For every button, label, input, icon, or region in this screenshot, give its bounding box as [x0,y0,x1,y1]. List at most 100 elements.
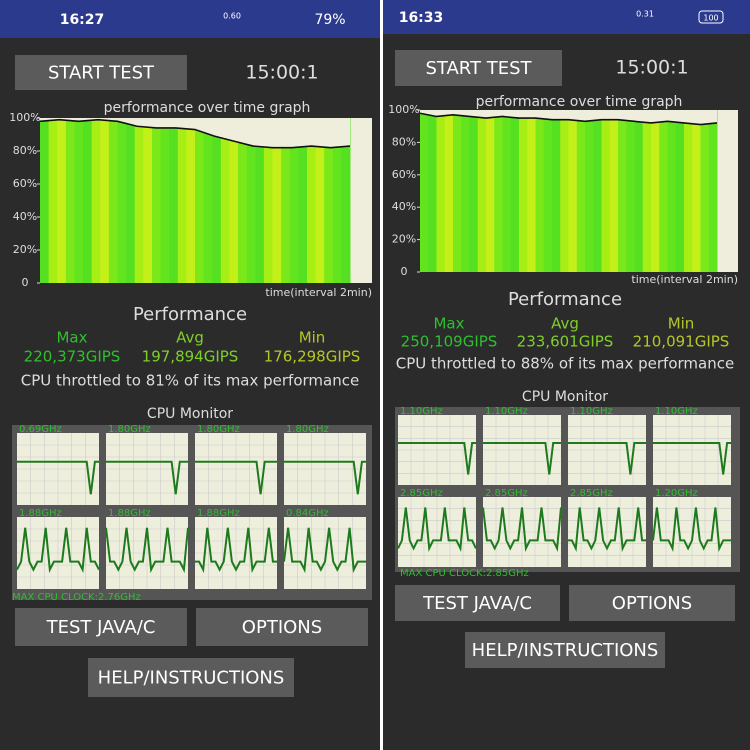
graph-stripe [298,118,308,283]
battery: 100 [703,14,718,23]
stat-value: 250,109GIPS [401,333,498,351]
stat-label: Min [668,315,695,333]
start-button[interactable] [15,55,187,90]
graph-stripe [126,118,136,283]
cpu-trace [105,527,189,574]
graph-stripe [461,110,470,272]
status-time: 16:27 [60,12,105,28]
cpu-trace [16,527,100,574]
start-button-label: START TEST [425,58,532,79]
button[interactable] [88,658,294,697]
graph-stripe [151,118,162,283]
graph-stripe [642,110,652,272]
y-tick-label: 0 [401,265,408,278]
cpu-trace [652,507,731,553]
graph-stripe [469,110,479,272]
battery: 79% [314,12,345,28]
cpu-frequency: 1.10GHz [400,406,443,417]
y-tick-label: 40% [392,200,416,213]
stat-value: 210,091GIPS [633,333,730,351]
graph-stripe [169,118,179,283]
graph-stripe [220,118,230,283]
graph-stripe [65,118,75,283]
graph-stripe [667,110,677,272]
graph-stripe [634,110,644,272]
graph-stripe [40,118,50,283]
graph-stripe [74,118,84,283]
cpu-frequency: 1.80GHz [108,424,151,435]
cpu-frequency: 0.69GHz [19,424,62,435]
button-label: TEST JAVA/C [46,617,156,638]
graph-stripe [108,118,118,283]
start-button[interactable] [395,50,562,86]
cpu-trace [106,460,188,495]
graph-stripe [255,118,265,283]
graph-stripe [134,118,144,283]
max-cpu-clock: MAX CPU CLOCK:2.76GHz [12,592,141,603]
graph-stripe [229,118,239,283]
stat-value: 176,298GIPS [264,348,361,366]
graph-stripe [428,110,437,272]
y-tick-label: 40% [13,210,37,223]
graph-title: performance over time graph [104,100,311,116]
button[interactable] [196,608,368,646]
button[interactable] [15,608,187,646]
graph-stripe [212,118,222,283]
net-speed: 0.31 [636,10,654,19]
cpu-frequency: 1.10GHz [485,406,528,417]
graph-stripe [315,118,325,283]
graph-stripe [684,110,693,272]
graph-stripe [560,110,569,272]
graph-stripe [543,110,553,272]
y-tick-label: 60% [13,177,37,190]
graph-stripe [238,118,248,283]
graph-stripe [552,110,561,272]
performance-title: Performance [508,289,622,310]
y-tick-label: 100% [388,103,419,116]
stat-value: 197,894GIPS [142,348,239,366]
graph-above-line [420,110,717,125]
stat-label: Avg [551,315,579,333]
graph-stripe [195,118,205,283]
graph-stripe [91,118,101,283]
cpu-trace [283,527,366,574]
graph-stripe [576,110,586,272]
graph-stripe [494,110,503,272]
cpu-monitor-title: CPU Monitor [147,406,233,422]
graph-stripe [593,110,602,272]
button[interactable] [569,585,735,621]
stat-label: Max [433,315,464,333]
graph-stripe [281,118,291,283]
graph-stripe [519,110,528,272]
stat-label: Min [299,329,326,347]
graph-above-line [40,118,350,148]
start-button-label: START TEST [48,63,155,84]
graph-stripe [453,110,462,272]
status-time: 16:33 [399,10,444,26]
graph-title: performance over time graph [476,94,683,110]
stat-label: Avg [176,329,204,347]
button[interactable] [395,585,560,621]
graph-stripe [83,118,93,283]
graph-stripe [117,118,127,283]
stat-value: 220,373GIPS [24,348,121,366]
button[interactable] [465,632,665,668]
cpu-monitor-title: CPU Monitor [522,389,608,405]
cpu-trace [398,442,476,475]
graph-stripe [618,110,627,272]
graph-stripe [143,118,153,283]
x-axis-label: time(interval 2min) [265,286,372,299]
graph-stripe [289,118,299,283]
graph-stripe [272,118,282,283]
status-bar [383,0,750,34]
cpu-trace [568,442,646,475]
graph-stripe [692,110,701,272]
cpu-frequency: 2.85GHz [485,488,528,499]
cpu-frequency: 1.80GHz [197,424,240,435]
y-tick-label: 20% [392,233,416,246]
cpu-trace [195,460,277,495]
graph-stripe [477,110,487,272]
cpu-frequency: 0.84GHz [286,508,329,519]
performance-line [39,118,351,149]
